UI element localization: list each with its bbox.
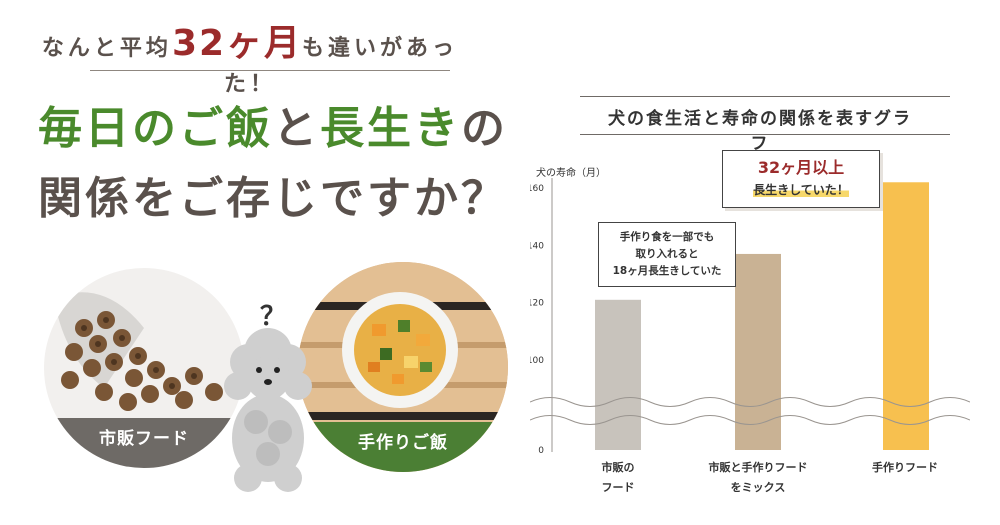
y-tick-label: 0: [538, 446, 544, 456]
chart-title-rule-bottom: [580, 134, 950, 135]
homemade-callout-line-2: 長生きしていた！: [753, 183, 849, 197]
headline-green-a: 毎日のご飯: [38, 103, 273, 154]
commercial-food-image: 市販フード: [44, 268, 244, 468]
y-tick-label: 120: [530, 299, 544, 309]
y-tick-label: 100: [530, 356, 544, 366]
headline-mid: と: [273, 103, 320, 154]
homemade-food-image: 手作りご飯: [298, 262, 508, 472]
bar-2: [883, 182, 929, 450]
commercial-food-label: 市販フード: [44, 418, 244, 468]
y-tick-label: 140: [530, 241, 544, 251]
headline-green-b: 長生き: [320, 103, 461, 154]
poodle-dog-illustration: [224, 328, 312, 492]
homemade-callout-line-1: 32ヶ月以上: [757, 158, 845, 177]
lead-before: なんと平均: [41, 36, 172, 61]
y-axis-label: 犬の寿命（月）: [536, 168, 606, 179]
axis-break-waves: [530, 397, 970, 425]
x-category-commercial-line-1: 市販の: [601, 461, 635, 474]
x-category-commercial-line-2: フード: [601, 481, 635, 494]
x-category-homemade: 手作りフード: [830, 458, 980, 478]
x-category-commercial: 市販の フード: [543, 458, 693, 498]
mix-callout-line-2: 取り入れると: [635, 248, 699, 260]
x-category-mix-line-1: 市販と手作りフード: [708, 461, 808, 474]
homemade-food-label: 手作りご飯: [298, 422, 508, 472]
lifespan-bar-chart: 0 100 120 140 160: [530, 178, 970, 456]
headline-line-1: 毎日のご飯と長生きの: [38, 92, 508, 156]
lead-accent: 32ヶ月: [171, 23, 303, 64]
mix-callout-line-3: 18ヶ月長生きしていた: [612, 265, 722, 277]
lead-text: なんと平均32ヶ月も違いがあった！: [40, 14, 460, 98]
x-category-mix-line-2: をミックス: [730, 481, 786, 494]
chart-title-rule-top: [580, 96, 950, 97]
mix-callout-line-1: 手作り食を一部でも: [619, 231, 715, 243]
homemade-callout: 32ヶ月以上 長生きしていた！: [722, 150, 880, 208]
mix-callout: 手作り食を一部でも 取り入れると 18ヶ月長生きしていた: [598, 222, 736, 287]
headline-line-2: 関係をご存じですか？: [38, 173, 508, 224]
y-tick-label: 160: [530, 184, 544, 194]
headline-end: の: [461, 103, 508, 154]
bar-0: [595, 299, 641, 450]
question-mark: ？: [260, 302, 287, 332]
x-category-homemade-line-1: 手作りフード: [872, 461, 938, 474]
lead-after: も違いがあった！: [223, 36, 459, 97]
x-category-mix: 市販と手作りフード をミックス: [683, 458, 833, 498]
bar-1: [735, 253, 781, 450]
lead-divider: [90, 70, 450, 71]
chart-title: 犬の食生活と寿命の関係を表すグラフ: [608, 109, 912, 154]
kibble-illustration: [54, 292, 223, 411]
